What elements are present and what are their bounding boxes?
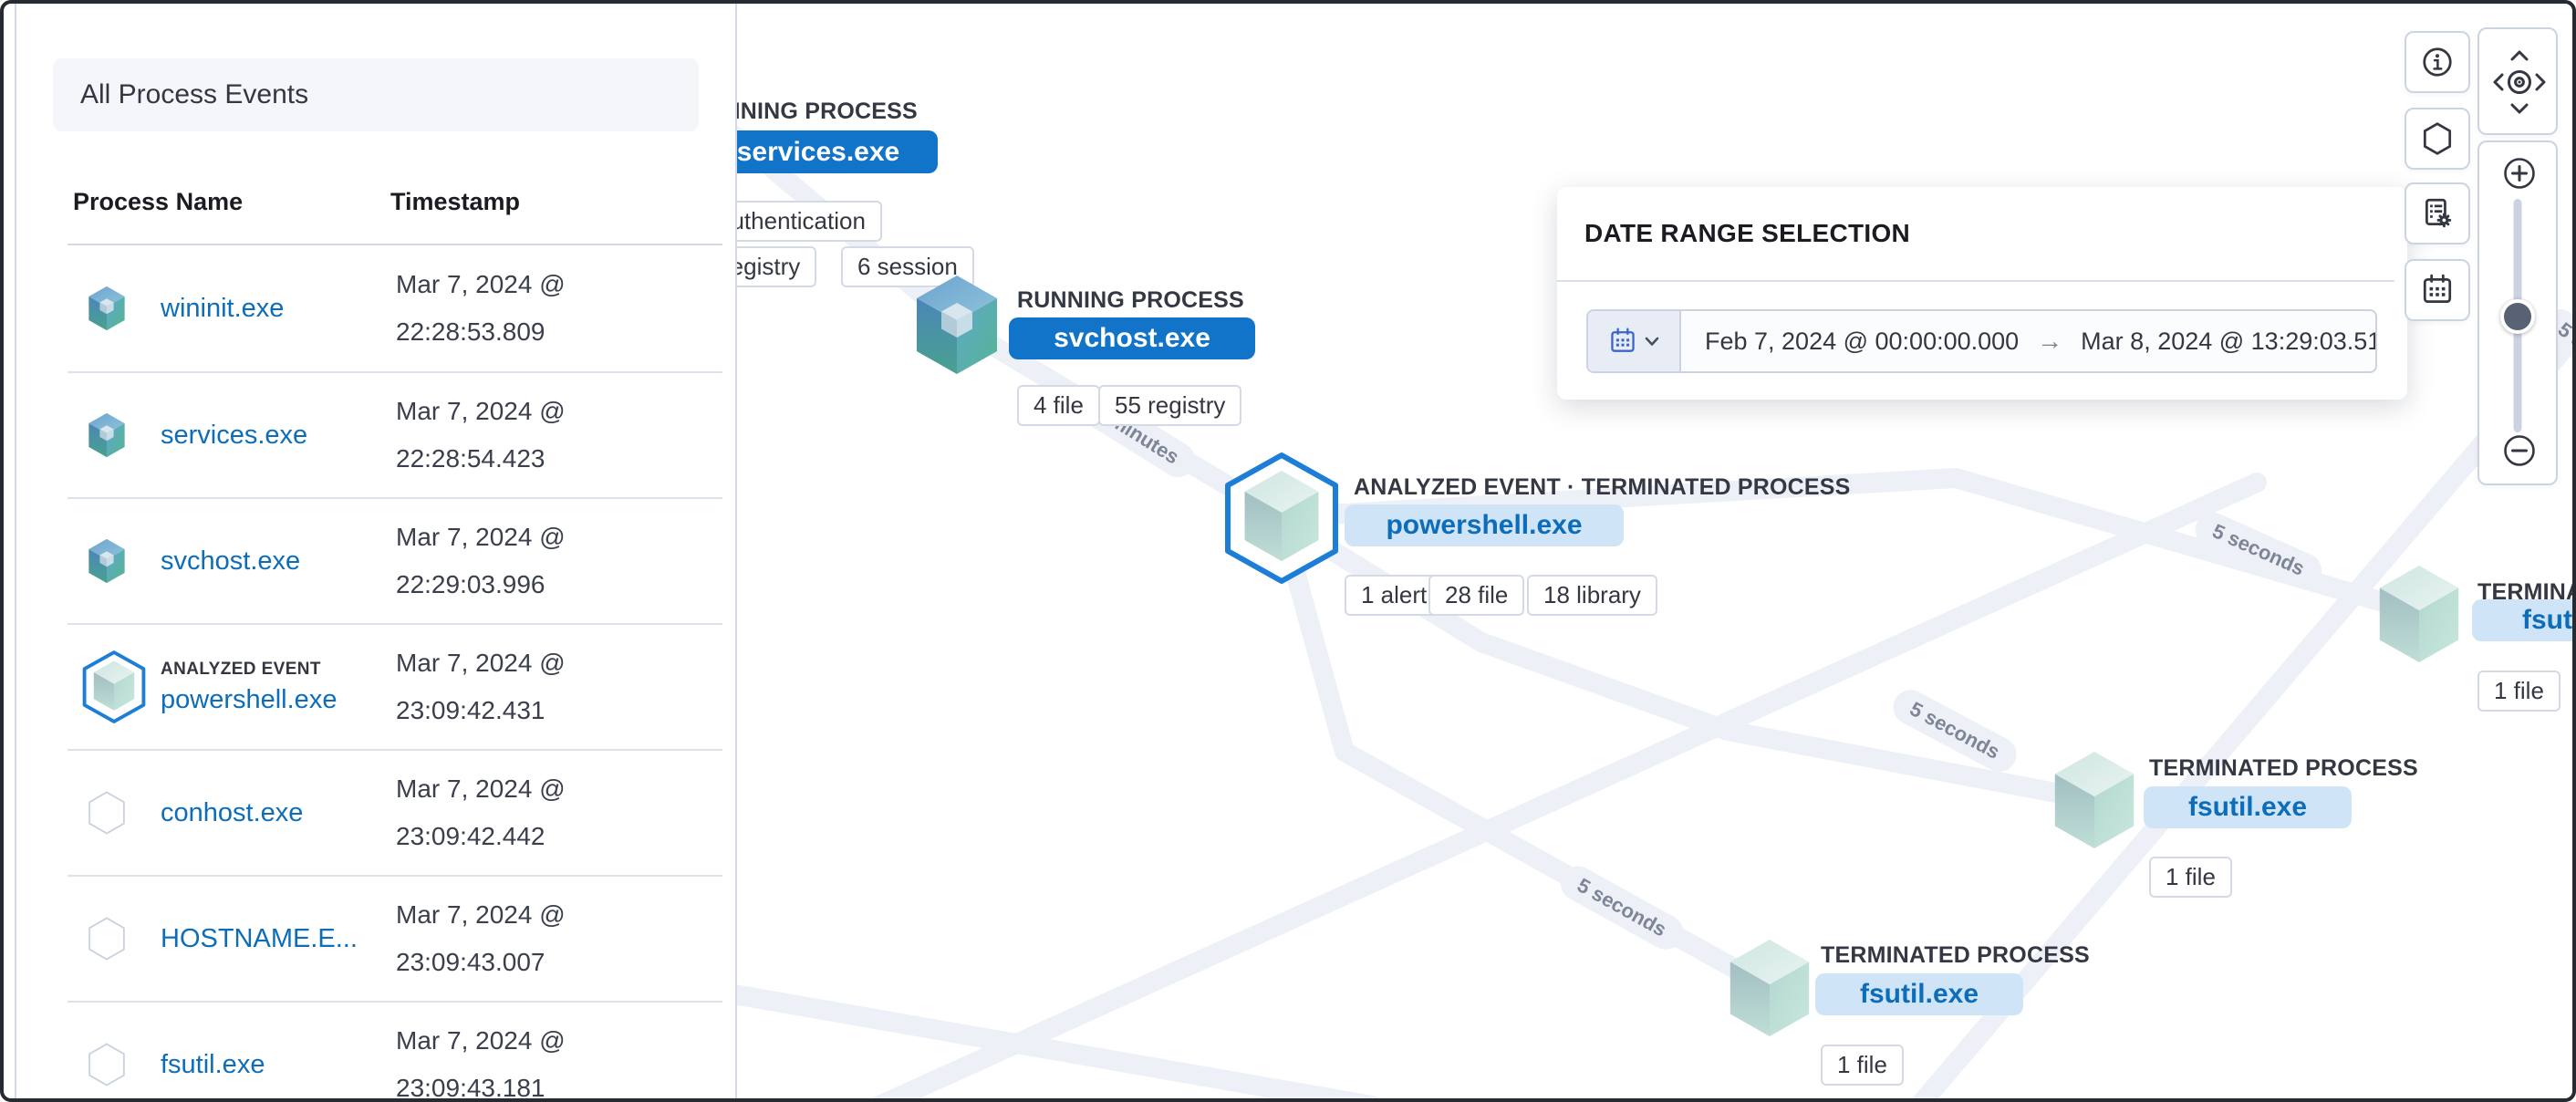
event-count-badge[interactable]: 1 file — [1821, 1045, 1904, 1086]
pan-left-icon[interactable] — [2493, 73, 2504, 91]
terminated-cube-icon[interactable] — [2047, 750, 2142, 850]
process-link[interactable]: fsutil.exe — [161, 1049, 265, 1079]
date-range-button[interactable] — [2405, 259, 2470, 321]
info-icon — [2423, 47, 2452, 77]
date-picker-icon — [2420, 273, 2455, 307]
hexagon-node-icon — [2423, 122, 2452, 155]
node-info-button[interactable] — [2405, 31, 2470, 93]
analyzed-cube-icon[interactable] — [1217, 451, 1346, 586]
schema-settings-button[interactable] — [2405, 182, 2470, 244]
timestamp: 23:09:43.007 — [396, 948, 545, 976]
timestamp: 22:28:54.423 — [396, 444, 545, 473]
process-node-pill[interactable]: powershell.exe — [1345, 504, 1624, 546]
range-start-value[interactable]: Feb 7, 2024 @ 00:00:00.000 — [1705, 327, 2020, 355]
process-link[interactable]: services.exe — [161, 420, 308, 450]
pan-up-icon[interactable] — [2510, 50, 2529, 61]
running-cube-icon — [86, 538, 128, 584]
process-link[interactable]: wininit.exe — [161, 293, 285, 323]
process-events-panel: All Process Events Process Name Timestam… — [15, 4, 737, 1098]
edge-background-1 — [872, 473, 2267, 1098]
schema-settings-icon — [2425, 198, 2452, 228]
table-row: wininit.exe Mar 7, 2024 @ 22:28:53.809 — [68, 245, 722, 371]
terminated-hexagon-icon — [86, 1042, 128, 1087]
timestamp: Mar 7, 2024 @ — [396, 775, 566, 803]
process-link[interactable]: conhost.exe — [161, 797, 304, 827]
event-count-badge[interactable]: 4 file — [1017, 385, 1100, 426]
range-arrow-icon: → — [2037, 327, 2063, 355]
table-header: Process Name Timestamp — [68, 188, 722, 245]
event-count-badge[interactable]: 18 library — [1527, 575, 1657, 616]
terminated-hexagon-icon — [86, 916, 128, 962]
pan-down-icon[interactable] — [2510, 103, 2529, 114]
process-link[interactable]: powershell.exe — [161, 684, 338, 714]
node-legend-button[interactable] — [2405, 108, 2470, 170]
terminated-cube-icon[interactable] — [2372, 564, 2467, 664]
timestamp: Mar 7, 2024 @ — [396, 900, 566, 929]
event-count-badge[interactable]: 6 session — [841, 246, 974, 287]
process-node-pill[interactable]: fsutil.exe — [2144, 786, 2352, 828]
popover-title: DATE RANGE SELECTION — [1557, 187, 2407, 282]
event-count-badge[interactable]: 28 file — [1428, 575, 1525, 616]
table-row: conhost.exe Mar 7, 2024 @ 23:09:42.442 — [68, 749, 722, 875]
zoom-slider-thumb[interactable] — [2500, 299, 2535, 334]
column-timestamp: Timestamp — [390, 188, 521, 215]
timestamp: Mar 7, 2024 @ — [396, 397, 566, 425]
process-node-pill[interactable]: fsutil.exe — [1815, 973, 2023, 1015]
node-state-label: RUNNING PROCESS — [1017, 287, 1244, 313]
timestamp: Mar 7, 2024 @ — [396, 270, 566, 298]
panel-title-text: All Process Events — [80, 79, 309, 109]
process-node-pill[interactable]: svchost.exe — [1009, 317, 1255, 359]
running-cube-icon[interactable] — [909, 274, 1005, 376]
timestamp: 23:09:43.181 — [396, 1074, 545, 1098]
timestamp: 22:28:53.809 — [396, 317, 545, 346]
event-count-badge[interactable]: 55 registry — [1098, 385, 1242, 426]
date-range-picker[interactable]: Feb 7, 2024 @ 00:00:00.000 → Mar 8, 2024… — [1586, 309, 2377, 373]
node-state-label: TERMINATED PROCESS — [2149, 755, 2418, 781]
table-row: HOSTNAME.E... Mar 7, 2024 @ 23:09:43.007 — [68, 875, 722, 1001]
chevron-down-icon — [1645, 337, 1659, 346]
running-cube-icon — [86, 412, 128, 458]
timestamp: Mar 7, 2024 @ — [396, 523, 566, 551]
table-row: fsutil.exe Mar 7, 2024 @ 23:09:43.181 — [68, 1001, 722, 1098]
zoom-panel — [2477, 140, 2558, 485]
table-row: ANALYZED EVENT powershell.exe Mar 7, 202… — [68, 623, 722, 749]
timestamp: 23:09:42.442 — [396, 822, 545, 850]
analyzed-cube-icon — [82, 650, 146, 723]
pan-controls-panel — [2477, 27, 2558, 135]
process-tree-canvas[interactable]: 40 minutes 5 seconds 5 seconds 5 seconds… — [4, 4, 2572, 1098]
event-count-badge[interactable]: 1 file — [2149, 857, 2232, 898]
event-count-badge[interactable]: 1 file — [2477, 671, 2560, 712]
camera-center-icon[interactable] — [2508, 70, 2531, 94]
timestamp: 23:09:42.431 — [396, 696, 545, 724]
alert-count-badge[interactable]: 1 alert — [1345, 575, 1444, 616]
table-row: svchost.exe Mar 7, 2024 @ 22:29:03.996 — [68, 497, 722, 623]
terminated-cube-icon[interactable] — [1722, 938, 1817, 1038]
date-range-popover: DATE RANGE SELECTION Feb 7, 2024 @ 00:00… — [1557, 187, 2407, 400]
running-cube-icon — [86, 286, 128, 331]
timestamp: Mar 7, 2024 @ — [396, 649, 566, 677]
process-node-pill[interactable]: services.exe — [699, 130, 938, 173]
column-process-name: Process Name — [73, 188, 244, 215]
node-state-label: ANALYZED EVENT · TERMINATED PROCESS — [1354, 474, 1851, 500]
process-link[interactable]: HOSTNAME.E... — [161, 923, 358, 953]
analyzed-event-tag: ANALYZED EVENT — [161, 659, 321, 679]
process-node-pill[interactable]: fsutil.exe — [2472, 599, 2572, 641]
zoom-out-icon[interactable] — [2479, 423, 2560, 478]
timestamp: Mar 7, 2024 @ — [396, 1026, 566, 1055]
process-events-table: wininit.exe Mar 7, 2024 @ 22:28:53.809 se… — [16, 245, 735, 1098]
table-row: services.exe Mar 7, 2024 @ 22:28:54.423 — [68, 371, 722, 497]
zoom-in-icon[interactable] — [2479, 150, 2560, 204]
range-end-value[interactable]: Mar 8, 2024 @ 13:29:03.519 — [2081, 327, 2377, 355]
panel-title: All Process Events — [53, 58, 699, 131]
node-state-label: TERMINATED PROCESS — [1821, 942, 2090, 968]
edge-background-3 — [719, 983, 1379, 1098]
calendar-icon — [1608, 327, 1637, 356]
timestamp: 22:29:03.996 — [396, 570, 545, 598]
date-picker-toggle[interactable] — [1588, 311, 1681, 371]
process-link[interactable]: svchost.exe — [161, 546, 301, 576]
terminated-hexagon-icon — [86, 790, 128, 836]
pan-right-icon[interactable] — [2535, 73, 2546, 91]
